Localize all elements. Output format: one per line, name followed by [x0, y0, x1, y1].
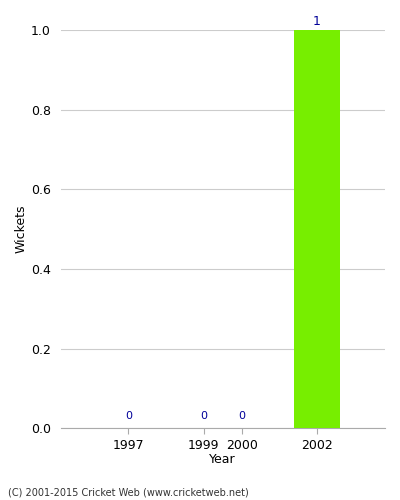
Text: 1: 1 [313, 15, 321, 28]
Y-axis label: Wickets: Wickets [15, 205, 28, 254]
Bar [294, 30, 340, 428]
Text: 0: 0 [200, 411, 207, 421]
Text: 0: 0 [125, 411, 132, 421]
X-axis label: Year: Year [210, 453, 236, 466]
Text: 0: 0 [238, 411, 245, 421]
Text: (C) 2001-2015 Cricket Web (www.cricketweb.net): (C) 2001-2015 Cricket Web (www.cricketwe… [8, 488, 249, 498]
